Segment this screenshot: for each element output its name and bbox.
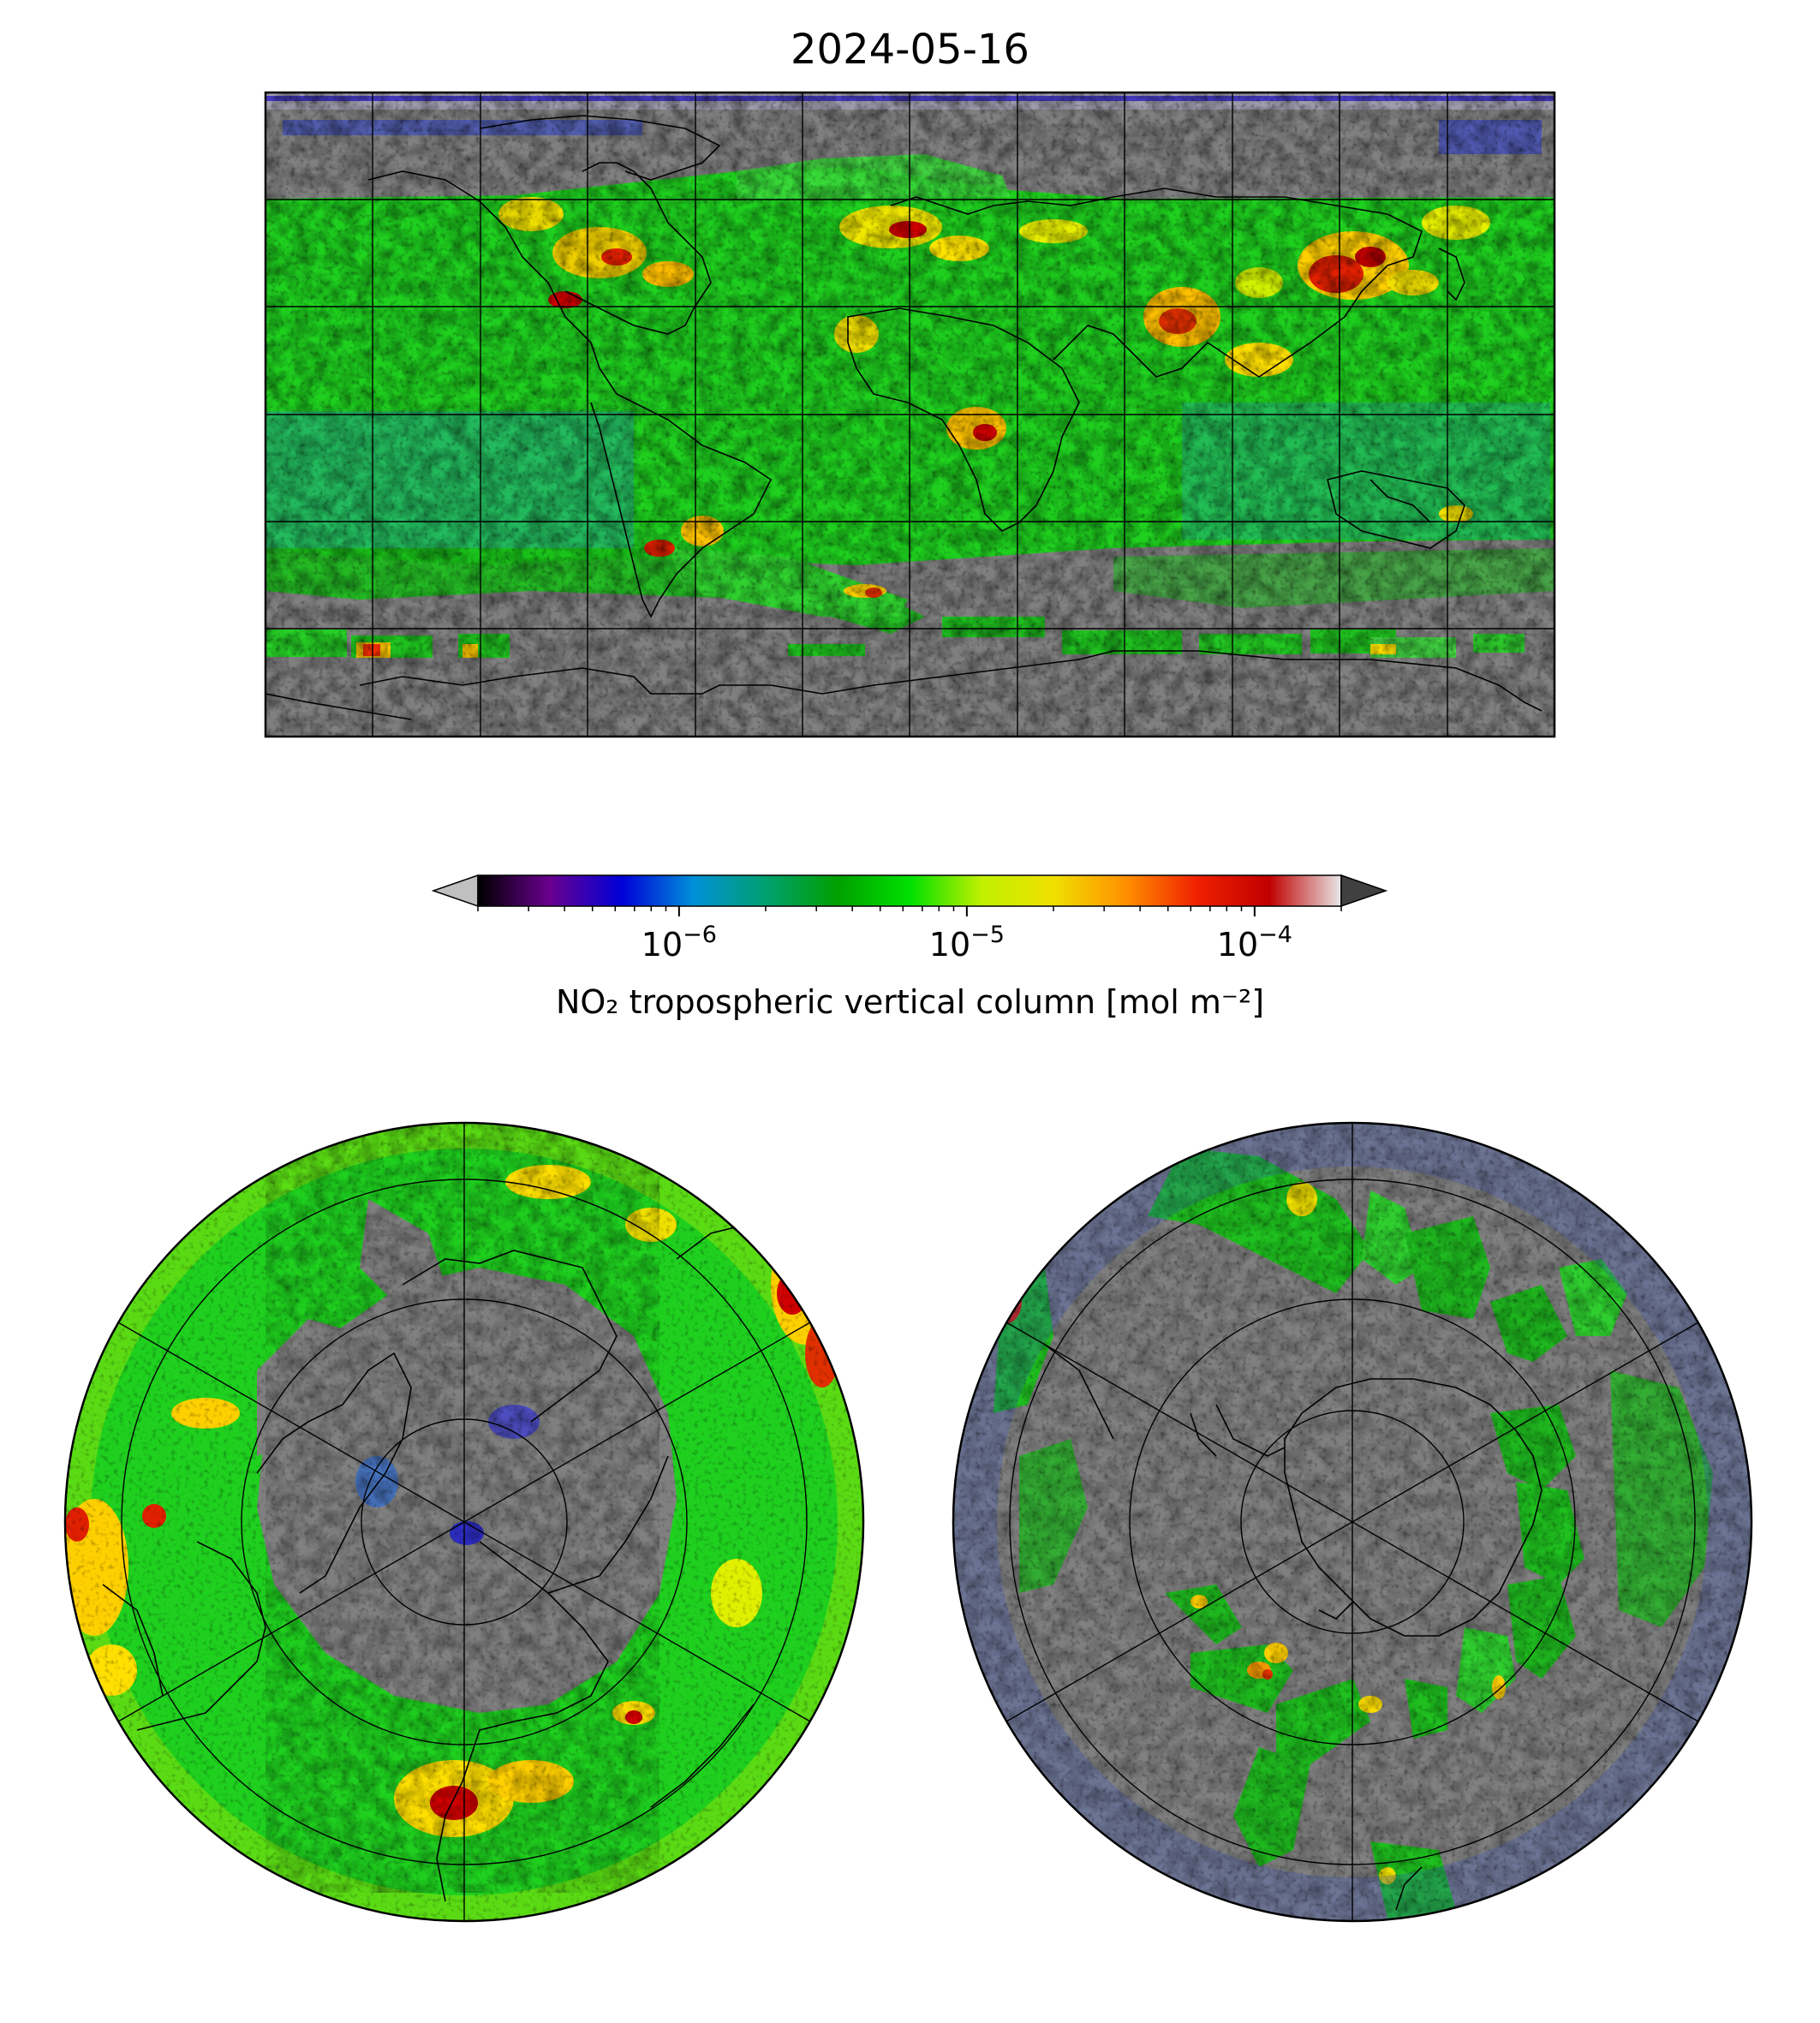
colorbar-over-arrow [1340, 874, 1388, 908]
colorbar-tick-label: 10−5 [929, 922, 1005, 964]
colorbar-label: NO₂ tropospheric vertical column [mol m⁻… [555, 983, 1265, 1021]
colorbar-tick-label: 10−6 [641, 922, 717, 964]
colorbar: 10−6 10−5 10−4 [431, 874, 1388, 964]
colorbar-bar [477, 874, 1342, 907]
global-map-frame [264, 91, 1556, 738]
global-graticule [266, 92, 1554, 737]
south-polar-map [952, 1121, 1753, 1923]
north-coastlines [102, 1224, 772, 1902]
south-graticule [1005, 1123, 1699, 1921]
colorbar-under-arrow [431, 874, 479, 908]
figure-title: 2024-05-16 [791, 26, 1029, 74]
south-coastlines [1044, 1344, 1543, 1911]
colorbar-ticks: 10−6 10−5 10−4 [477, 906, 1342, 964]
global-coastlines [266, 115, 1543, 720]
global-map [264, 91, 1556, 738]
north-polar-field [65, 1123, 863, 1921]
north-polar-map [63, 1121, 865, 1923]
south-polar-frame [952, 1121, 1753, 1923]
north-polar-frame [63, 1121, 865, 1923]
north-graticule [117, 1123, 811, 1921]
colorbar-tick-label: 10−4 [1217, 922, 1292, 964]
